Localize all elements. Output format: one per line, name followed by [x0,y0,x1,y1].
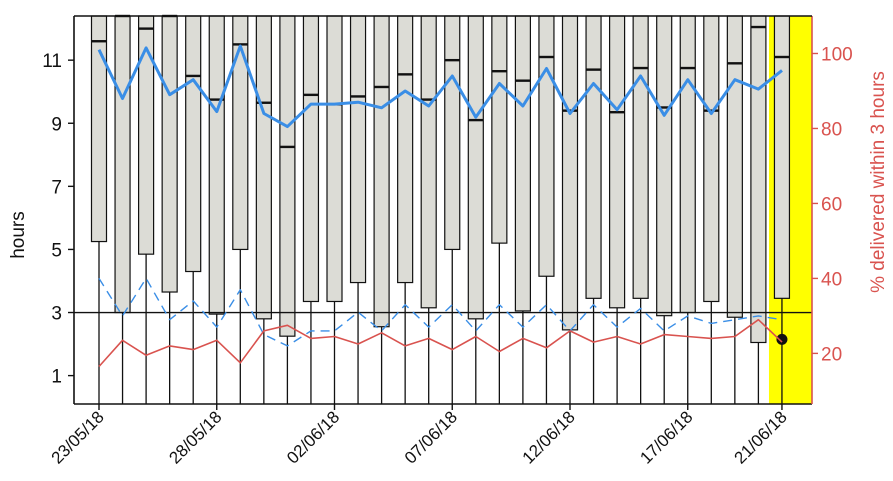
series-layer [97,44,783,368]
box-body [726,15,743,318]
y-axis-label-right: % delivered within 3 hours [868,71,889,293]
y-tick-label-left: 3 [51,304,62,325]
y-tick-label-right: 80 [821,119,842,140]
y-tick-label-right: 100 [821,44,853,65]
y-tick-label-left: 9 [51,114,62,135]
x-tick-label: 12/06/18 [519,407,579,467]
y-tick-label-left: 5 [51,240,62,261]
series-line-3 [98,318,783,368]
last-day-point [776,333,788,345]
box-body [138,15,155,255]
y-tick-label-left: 7 [51,177,62,198]
box-body [632,15,649,299]
series-line-1 [97,44,783,129]
y-axis-label-left: hours [8,211,29,259]
box-body [349,15,367,284]
box-body [279,15,296,337]
x-tick-label: 28/05/18 [165,407,225,467]
box-body [255,15,272,320]
box-body [397,15,414,284]
box-body [773,15,791,299]
box-body [373,15,390,328]
box-body [232,15,249,251]
box-body [444,15,461,251]
series-line-2 [98,277,783,347]
box-body [538,15,555,277]
x-tick-label: 07/06/18 [401,407,461,467]
y-tick-label-right: 40 [821,269,842,290]
box-body [491,15,508,244]
box-body [420,15,437,309]
y-tick-label-left: 11 [42,51,62,72]
box-body [679,15,696,314]
box-body [161,15,178,293]
box-body [326,15,343,303]
box-body [467,15,484,320]
box-body [208,15,225,315]
box-body [608,15,626,309]
y-tick-label-left: 1 [51,367,62,388]
box-body [185,15,202,273]
box-body [585,15,602,299]
x-tick-label: 21/06/18 [731,407,791,467]
axes-layer [73,15,813,405]
box-body [302,15,320,303]
x-tick-label: 17/06/18 [636,407,696,467]
x-tick-label: 23/05/18 [48,407,108,467]
box-body [514,15,532,312]
x-tick-label: 02/06/18 [283,407,343,467]
box-body [750,15,767,344]
box-body [114,15,131,314]
y-tick-label-right: 20 [821,344,842,365]
box-body [561,15,579,331]
box-body [703,15,720,303]
box-body [656,15,673,317]
boxes-layer [90,14,791,404]
y-tick-label-right: 60 [821,194,842,215]
